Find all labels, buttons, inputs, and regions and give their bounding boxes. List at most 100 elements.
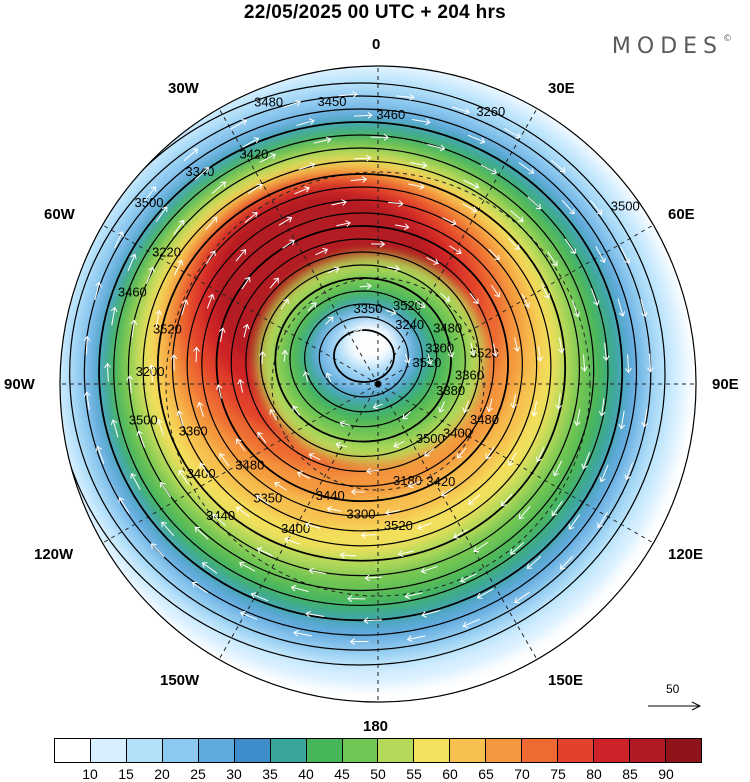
wind-vector bbox=[412, 118, 430, 123]
wind-vector-head bbox=[219, 453, 225, 459]
wind-vector-head bbox=[439, 144, 446, 152]
wind-vector-head bbox=[220, 181, 227, 188]
wind-vector-head bbox=[155, 309, 163, 316]
wind-vector-head bbox=[624, 367, 632, 374]
colorbar-swatch bbox=[306, 739, 343, 762]
wind-vector-head bbox=[364, 574, 370, 582]
wind-vector-head bbox=[559, 564, 566, 570]
wind-vector bbox=[388, 201, 403, 205]
colorbar-tick-label: 45 bbox=[334, 766, 350, 782]
wind-vector-head bbox=[161, 206, 168, 212]
wind-vector-head bbox=[517, 216, 524, 223]
height-contour bbox=[201, 212, 523, 517]
wind-vector bbox=[327, 508, 342, 512]
wind-vector bbox=[488, 248, 500, 260]
wind-vector-head bbox=[419, 183, 425, 190]
wind-vector bbox=[306, 613, 324, 618]
height-contour bbox=[245, 251, 481, 472]
wind-vector bbox=[257, 432, 267, 444]
wind-vector bbox=[402, 411, 411, 420]
wind-vector bbox=[473, 541, 489, 552]
wind-vectors bbox=[83, 91, 654, 645]
colorbar-tick-label: 10 bbox=[82, 766, 98, 782]
wind-vector-head bbox=[308, 567, 315, 575]
wind-vector-head bbox=[404, 592, 411, 600]
contour-label: 3520 bbox=[412, 355, 441, 370]
wind-vector-head bbox=[350, 488, 357, 496]
wind-vector bbox=[304, 371, 309, 383]
wind-vector bbox=[259, 153, 276, 163]
wind-vector-head bbox=[479, 137, 486, 144]
wind-vector bbox=[457, 447, 467, 459]
wind-vector-head bbox=[327, 316, 334, 323]
wind-vector bbox=[512, 394, 517, 408]
wind-vector-head bbox=[361, 176, 368, 183]
wind-vector-head bbox=[302, 370, 310, 377]
wind-vector-head bbox=[494, 291, 501, 298]
wind-vector-head bbox=[130, 253, 137, 260]
wind-vector bbox=[385, 309, 396, 314]
wind-vector-head bbox=[450, 219, 457, 226]
wind-vector-head bbox=[95, 445, 102, 452]
wind-vector-head bbox=[624, 258, 631, 264]
wind-vector-head bbox=[523, 301, 531, 308]
height-contour bbox=[318, 316, 409, 398]
wind-vector-head bbox=[148, 364, 156, 370]
wind-vector-head bbox=[464, 107, 470, 115]
wind-vector bbox=[202, 562, 218, 574]
wind-vector-head bbox=[239, 610, 246, 618]
wind-vector bbox=[211, 181, 226, 194]
wind-vector bbox=[553, 460, 563, 476]
wind-vector-head bbox=[192, 148, 199, 155]
wind-vector-head bbox=[641, 311, 648, 318]
wind-vector bbox=[131, 473, 141, 490]
wind-vector-head bbox=[309, 162, 316, 169]
wind-vector-head bbox=[552, 470, 559, 477]
wind-vector-head bbox=[363, 617, 369, 624]
wind-vector-head bbox=[402, 413, 409, 420]
wind-vector bbox=[385, 509, 400, 514]
wind-vector bbox=[85, 336, 88, 355]
contour-label: 3350 bbox=[253, 491, 282, 506]
wind-vector-head bbox=[536, 356, 544, 362]
wind-vector bbox=[518, 505, 531, 520]
wind-vector-head bbox=[421, 611, 427, 618]
wind-vector-head bbox=[514, 597, 520, 604]
wind-vector bbox=[387, 266, 400, 270]
wind-vector-head bbox=[555, 404, 562, 410]
wind-vector bbox=[155, 206, 168, 222]
colorbar-tick-label: 30 bbox=[226, 766, 242, 782]
contour-label: 3400 bbox=[281, 521, 310, 536]
wind-vector bbox=[463, 618, 480, 627]
lon-label-0: 0 bbox=[372, 36, 381, 53]
contour-label: 3480 bbox=[470, 412, 499, 427]
wind-vector-head bbox=[256, 183, 263, 190]
wind-vector bbox=[307, 302, 317, 312]
wind-vector bbox=[649, 353, 652, 372]
wind-vector-head bbox=[593, 300, 600, 306]
meridian-line bbox=[218, 383, 379, 660]
colorbar-tick-label: 75 bbox=[550, 766, 566, 782]
wind-vector-head bbox=[425, 118, 431, 126]
wind-vector-head bbox=[286, 216, 293, 223]
wind-vector bbox=[426, 257, 439, 264]
wind-vector bbox=[309, 453, 321, 461]
wind-vector-head bbox=[494, 254, 500, 261]
wind-vector-head bbox=[335, 441, 341, 449]
wind-vector-head bbox=[424, 450, 430, 457]
meridian-line bbox=[377, 224, 654, 385]
wind-vector bbox=[590, 288, 598, 306]
contour-label: 3400 bbox=[443, 426, 472, 441]
colorbar-swatch bbox=[342, 739, 379, 762]
wind-vector bbox=[247, 184, 263, 195]
colorbar-tick-label: 55 bbox=[406, 766, 422, 782]
wind-vector bbox=[492, 343, 497, 357]
wind-vector-head bbox=[250, 592, 257, 599]
height-contour bbox=[127, 147, 595, 592]
wind-vector-head bbox=[292, 405, 299, 412]
meridian-line bbox=[102, 224, 379, 385]
wind-vector bbox=[424, 447, 435, 457]
wind-vector bbox=[296, 120, 314, 126]
wind-vector bbox=[601, 398, 605, 416]
colorbar-swatch bbox=[198, 739, 235, 762]
